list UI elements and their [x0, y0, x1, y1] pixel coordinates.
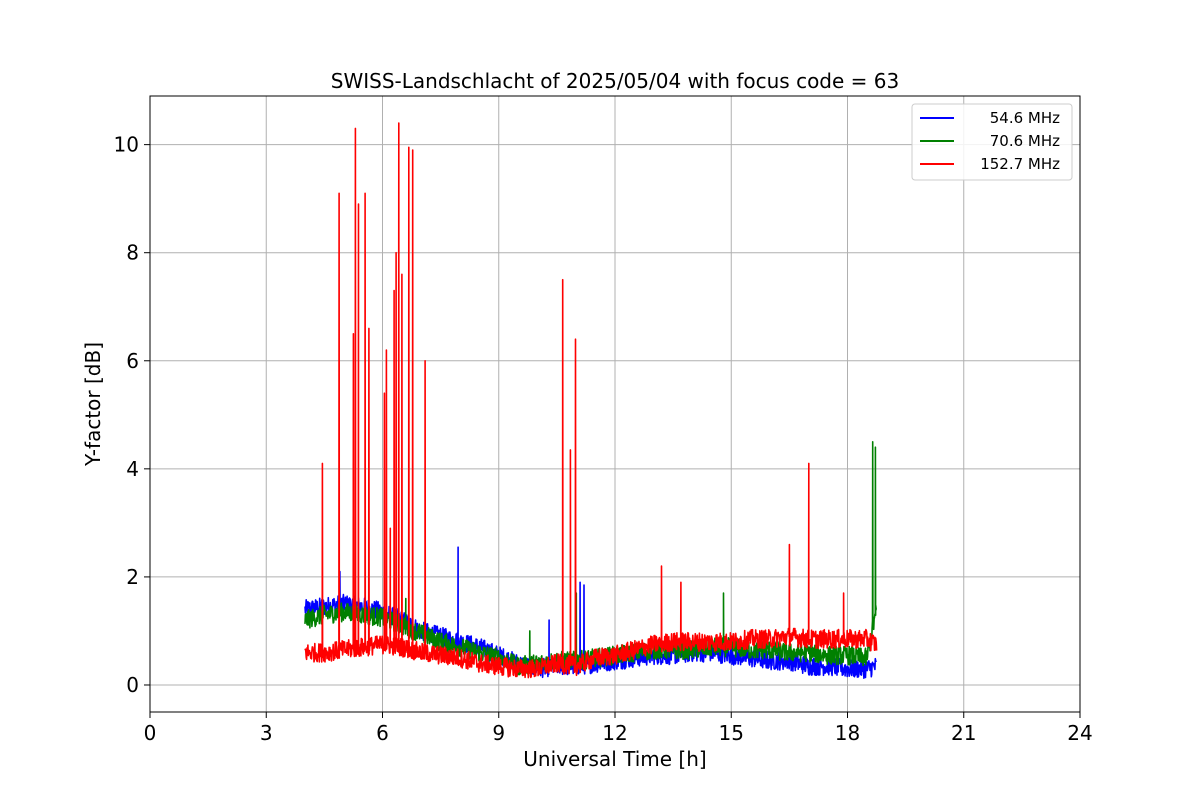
legend-entry: 54.6 MHz [990, 109, 1060, 127]
x-tick-label: 6 [376, 721, 389, 745]
x-tick-label: 12 [602, 721, 627, 745]
x-tick-label: 15 [719, 721, 744, 745]
x-tick-label: 9 [492, 721, 505, 745]
y-axis-label: Y-factor [dB] [81, 342, 105, 467]
x-tick-label: 0 [144, 721, 157, 745]
y-tick-label: 4 [126, 457, 139, 481]
x-tick-label: 21 [951, 721, 976, 745]
x-tick-label: 3 [260, 721, 273, 745]
x-tick-label: 24 [1067, 721, 1092, 745]
series-line-2 [304, 122, 878, 679]
y-tick-label: 0 [126, 673, 139, 697]
legend-entry: 152.7 MHz [980, 155, 1060, 173]
legend-entry: 70.6 MHz [990, 132, 1060, 150]
x-tick-label: 18 [835, 721, 860, 745]
y-tick-label: 8 [126, 241, 139, 265]
y-tick-label: 10 [114, 133, 139, 157]
legend-box [911, 103, 1073, 181]
legend: 54.6 MHz 70.6 MHz 152.7 MHz [911, 103, 1073, 181]
y-tick-label: 2 [126, 565, 139, 589]
x-axis-label: Universal Time [h] [523, 747, 706, 771]
plot-lines [304, 122, 878, 679]
chart-title: SWISS-Landschlacht of 2025/05/04 with fo… [331, 69, 899, 93]
y-tick-label: 6 [126, 349, 139, 373]
